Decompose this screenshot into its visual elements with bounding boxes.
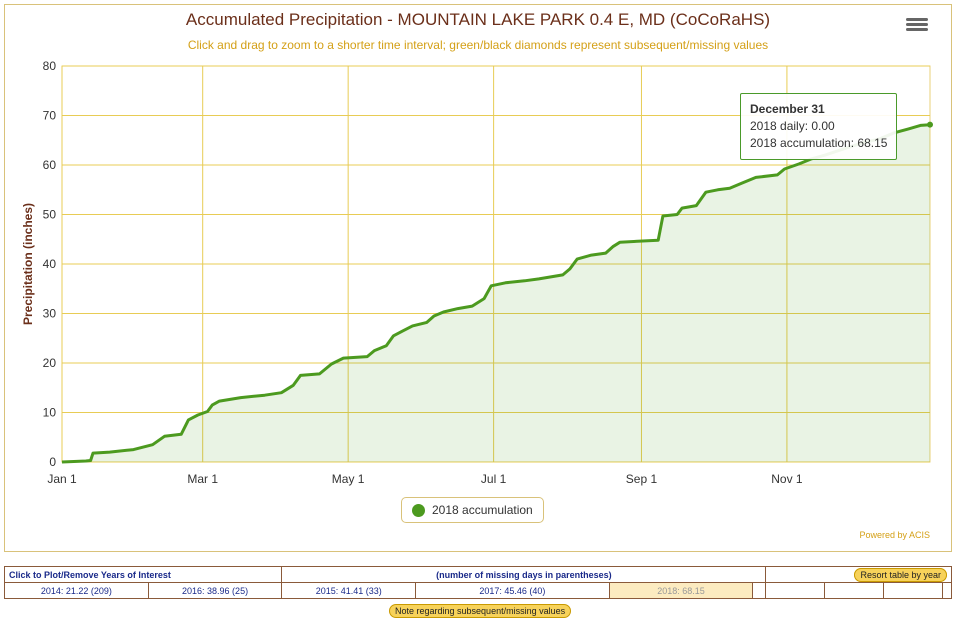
table-header-left: Click to Plot/Remove Years of Interest [3,566,283,583]
x-tick-label: Mar 1 [187,472,218,486]
y-tick-label: 0 [49,455,56,469]
series-area [62,124,930,462]
y-tick-label: 70 [43,109,57,123]
table-header-mid: (number of missing days in parentheses) [281,566,767,583]
y-tick-label: 10 [43,406,57,420]
year-cell-2016[interactable]: 2016: 38.96 (25) [147,582,283,599]
tooltip-title: December 31 [750,102,825,116]
year-cell-2018[interactable]: 2018: 68.15 [608,582,754,599]
hover-point [927,121,933,128]
series-line [61,123,931,464]
year-cell-empty[interactable] [824,582,885,599]
legend-item[interactable]: 2018 accumulation [401,497,544,523]
x-tick-label: May 1 [332,472,365,486]
x-tick-label: Nov 1 [771,472,803,486]
y-tick-label: 50 [43,208,57,222]
y-tick-label: 80 [43,59,57,73]
y-tick-label: 60 [43,158,57,172]
plot-area[interactable]: 0 10 20 30 40 50 60 70 80 Jan 1 Mar 1 May 1 Jul 1 Sep… [0,0,956,560]
y-tick-label: 30 [43,307,57,321]
legend-label: 2018 accumulation [432,503,533,517]
x-tick-label: Jan 1 [47,472,77,486]
y-tick-label: 40 [43,257,57,271]
year-cell-empty[interactable] [765,582,826,599]
note-button[interactable]: Note regarding subsequent/missing values [389,604,572,618]
year-cell-empty[interactable] [883,582,943,599]
powered-by[interactable]: Powered by ACIS [859,530,930,540]
year-cell-2015[interactable]: 2015: 41.41 (33) [281,582,417,599]
chart-title: Accumulated Precipitation - MOUNTAIN LAK… [185,10,771,29]
resort-button[interactable]: Resort table by year [854,567,947,582]
legend-dot-icon [412,503,425,517]
x-tick-label: Sep 1 [626,472,658,486]
menu-icon[interactable] [906,16,928,33]
year-cell-2014[interactable]: 2014: 21.22 (209) [4,582,149,599]
year-cell-empty[interactable] [752,582,767,599]
years-table: Click to Plot/Remove Years of Interest (… [3,566,952,599]
year-cell-2017[interactable]: 2017: 45.46 (40) [415,582,610,599]
x-tick-label: Jul 1 [481,472,507,486]
year-cell-empty[interactable] [942,582,952,599]
tooltip-accum: 2018 accumulation: 68.15 [750,136,888,150]
chart-subtitle: Click and drag to zoom to a shorter time… [187,38,769,52]
tooltip: December 31 2018 daily: 0.00 2018 accumu… [740,93,898,160]
y-tick-label: 20 [43,356,57,370]
chart-container[interactable] [4,4,952,552]
tooltip-daily: 2018 daily: 0.00 [750,119,835,133]
y-axis-label: Precipitation (inches) [21,203,35,325]
